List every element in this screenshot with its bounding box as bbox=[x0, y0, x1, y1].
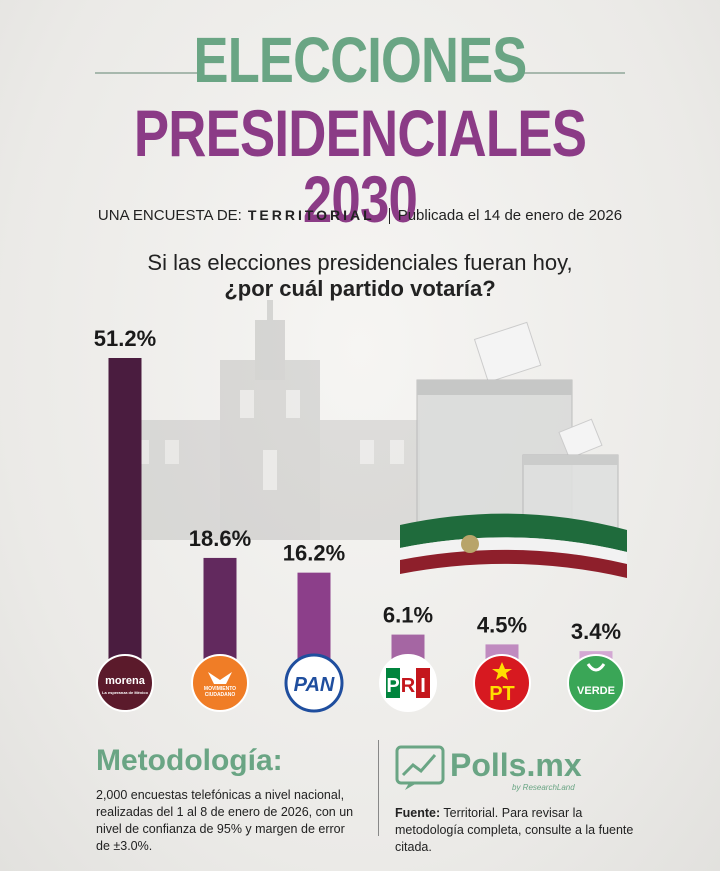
pri-red-stripe bbox=[416, 668, 430, 698]
survey-meta: UNA ENCUESTA DE: TERRITORIAL Publicada el … bbox=[0, 207, 720, 225]
party-logo-text-5: VERDE bbox=[577, 685, 615, 697]
bar-0 bbox=[108, 358, 142, 672]
party-logo-5: VERDE bbox=[567, 654, 625, 712]
survey-prefix: UNA ENCUESTA DE: bbox=[97, 207, 242, 224]
title-line2: PRESIDENCIALES 2030 bbox=[133, 96, 587, 236]
polls-chart-icon bbox=[395, 745, 445, 790]
polls-brand-sub: by ResearchLand bbox=[512, 783, 575, 792]
party-logo-text-4: PT bbox=[489, 683, 515, 705]
party-logo-text-2: PAN bbox=[294, 674, 335, 696]
question-line2: ¿por cuál partido votaría? bbox=[224, 276, 496, 301]
footer-divider bbox=[378, 740, 379, 836]
pri-green-stripe bbox=[386, 668, 400, 698]
methodology-title: Metodología: bbox=[96, 744, 283, 777]
survey-brand: TERRITORIAL bbox=[247, 207, 375, 223]
party-logo-2: PAN bbox=[284, 653, 344, 713]
bar-value-label-4: 4.5% bbox=[477, 612, 527, 637]
bar-value-label-3: 6.1% bbox=[383, 603, 433, 628]
title-rule-left bbox=[95, 72, 200, 74]
party-logo-circle-4 bbox=[473, 654, 531, 712]
question-line1: Si las elecciones presidenciales fueran … bbox=[147, 250, 573, 275]
bar-1 bbox=[203, 557, 237, 672]
source-text: Territorial. Para revisar la metodología… bbox=[395, 806, 634, 854]
meta-separator bbox=[388, 208, 390, 225]
ballot-box-illustration bbox=[400, 321, 627, 578]
title-line1: ELECCIONES bbox=[193, 24, 528, 96]
title-rule-right bbox=[520, 72, 625, 74]
party-logo-text-1-1: CIUDADANO bbox=[205, 692, 236, 698]
party-logo-circle-0 bbox=[96, 654, 154, 712]
source-label: Fuente: bbox=[395, 806, 441, 820]
party-logo-circle-2 bbox=[284, 653, 344, 713]
party-logo-text-1-0: MOVIMIENTO bbox=[204, 686, 236, 692]
party-logo-letter-1: R bbox=[401, 675, 416, 697]
party-logo-letter-2: I bbox=[420, 675, 426, 697]
party-logo-letter-0: P bbox=[386, 675, 399, 697]
party-logo-circle-5 bbox=[567, 654, 625, 712]
party-logo-0: morena La esperanza de México bbox=[96, 654, 154, 712]
published-date: Publicada el 14 de enero de 2026 bbox=[397, 207, 623, 224]
eagle-icon bbox=[208, 672, 232, 684]
source-note: Fuente: Territorial. Para revisar la met… bbox=[395, 805, 635, 856]
party-logo-subtext-0: La esperanza de México bbox=[102, 690, 148, 695]
bar-value-label-1: 18.6% bbox=[189, 526, 251, 551]
toucan-icon bbox=[586, 663, 606, 672]
bar-value-label-5: 3.4% bbox=[571, 619, 621, 644]
star-icon bbox=[492, 662, 512, 680]
polls-brand: Polls.mx bbox=[450, 747, 582, 783]
bar-value-label-2: 16.2% bbox=[283, 541, 345, 566]
palace-background-image bbox=[120, 300, 420, 540]
bar-value-label-0: 51.2% bbox=[94, 326, 156, 351]
party-logo-4: PT bbox=[473, 654, 531, 712]
methodology-body: 2,000 encuestas telefónicas a nivel naci… bbox=[96, 788, 354, 853]
party-logo-text-0: morena bbox=[105, 675, 146, 687]
